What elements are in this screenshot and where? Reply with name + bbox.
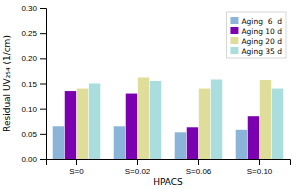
chart: 0.000.050.100.150.200.250.30S=0S=0.02S=0… [0,0,298,189]
legend-swatch [230,37,238,44]
legend: Aging 6 dAging 10 dAging 20 dAging 35 d [226,12,286,58]
bar [53,126,64,159]
y-tick: 0.10 [21,105,46,114]
y-tick-label: 0.00 [21,155,37,164]
y-tick-mark [40,58,46,59]
bar [248,116,259,159]
bar [199,89,210,159]
bar [138,77,149,159]
series [77,77,271,159]
legend-frame [226,12,286,58]
legend-label: Aging 35 d [241,47,282,56]
legend-swatch [230,27,238,34]
x-tick-mark [198,159,199,165]
y-tick-mark [40,84,46,85]
y-tick-label: 0.15 [21,80,37,89]
y-tick-label: 0.30 [21,4,37,13]
x-tick: S=0.10 [247,159,273,176]
bar [211,79,222,159]
x-axis-line [47,160,291,166]
x-tick-label: S=0.10 [247,167,273,176]
y-tick: 0.05 [21,130,46,139]
series [89,79,283,159]
y-tick-mark [40,109,46,110]
y-tick: 0.25 [21,29,46,38]
legend-label: Aging 20 d [241,37,282,46]
legend-item: Aging 35 d [230,47,282,56]
x-axis: S=0 S=0.02 S=0.06 S=0.10 [47,159,291,176]
legend-item: Aging 10 d [230,27,282,36]
x-tick: S=0.02 [125,159,151,176]
legend-label: Aging 10 d [241,27,282,36]
y-tick-mark [40,8,46,9]
bar [272,89,283,159]
y-tick-label: 0.05 [21,130,37,139]
y-tick-mark [40,33,46,34]
bar [175,132,186,159]
x-axis-title: HPACS [153,177,183,187]
bar [89,84,100,160]
x-tick-label: S=0.06 [186,167,212,176]
y-tick-label: 0.25 [21,29,37,38]
bars [53,77,284,159]
x-tick-mark [259,159,260,165]
y-axis: 0.00 0.05 0.10 0.15 0.20 0.25 0.30 [21,4,46,164]
bar [187,127,198,159]
bar [236,130,247,159]
legend-swatch [230,47,238,54]
y-tick-mark [40,134,46,135]
bar [77,89,88,159]
y-tick: 0.30 [21,4,46,13]
y-axis-title: Residual UV₂₅₄ (1/cm) [2,35,12,132]
x-tick-mark [137,159,138,165]
x-tick-mark [76,159,77,165]
bar [126,94,137,159]
bar [65,91,76,159]
x-tick: S=0 [69,159,84,176]
bar [260,80,271,159]
y-tick-mark [40,159,46,160]
bar [114,126,125,159]
y-tick: 0.00 [21,155,46,164]
y-tick: 0.15 [21,80,46,89]
legend-label: Aging 6 d [241,17,282,26]
legend-swatch [230,17,238,24]
x-tick-label: S=0 [69,167,84,176]
bar [150,81,161,159]
y-tick: 0.20 [21,54,46,63]
x-tick: S=0.06 [186,159,212,176]
plot: 0.000.050.100.150.200.250.30S=0S=0.02S=0… [21,4,290,176]
y-tick-label: 0.20 [21,54,37,63]
legend-item: Aging 20 d [230,37,282,46]
x-tick-label: S=0.02 [125,167,151,176]
y-axis-line [40,9,47,160]
legend-item: Aging 6 d [230,17,282,26]
y-tick-label: 0.10 [21,105,37,114]
